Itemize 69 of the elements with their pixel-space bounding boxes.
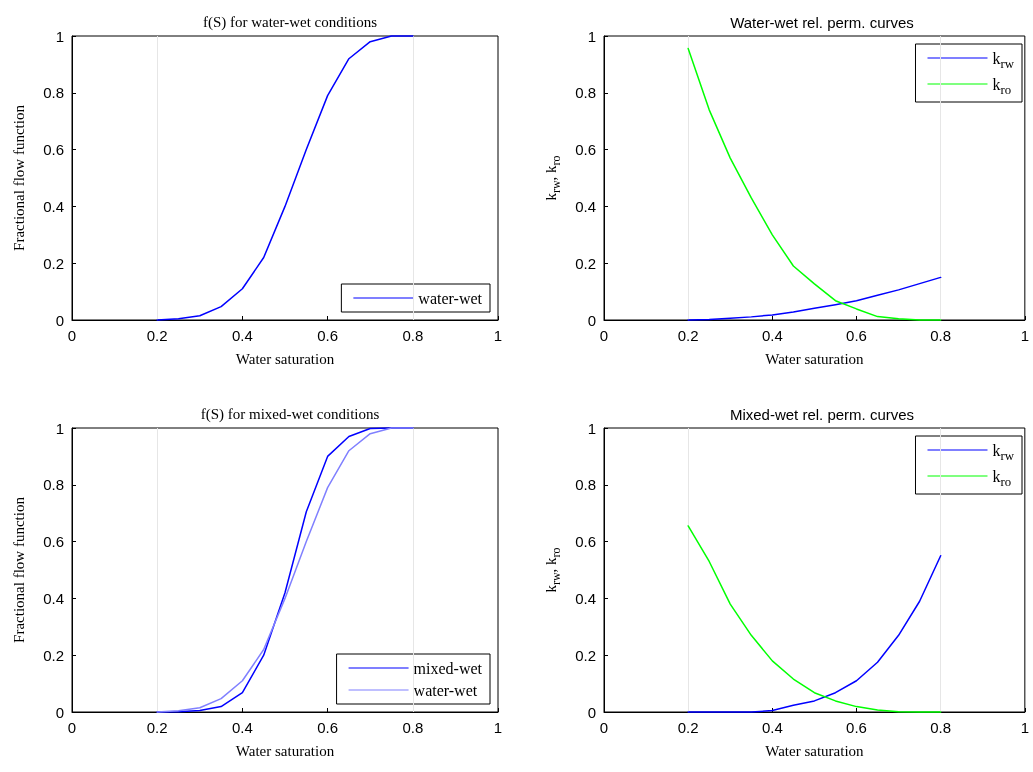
x-tick-label: 0.4	[231, 327, 253, 344]
y-axis-title: krw, kro	[542, 155, 563, 201]
x-tick-label: 0	[599, 327, 609, 344]
y-tick-label: 0.2	[43, 254, 64, 272]
chart-title: Water-wet rel. perm. curves	[730, 13, 914, 31]
y-tick-label: 0.6	[575, 533, 596, 551]
y-tick-label: 0.2	[575, 646, 596, 664]
legend-label: water-wet	[413, 681, 478, 699]
x-tick-label: 0	[67, 327, 77, 344]
x-tick-label: 0.6	[317, 327, 339, 344]
x-tick-label: 0.8	[930, 719, 952, 736]
legend-label: mixed-wet	[413, 659, 483, 677]
y-tick-label: 0.8	[575, 476, 596, 494]
y-tick-label: 0.2	[43, 646, 64, 664]
x-tick-label: 0	[67, 719, 77, 736]
line-series	[687, 525, 942, 713]
x-tick-label: 0.4	[761, 719, 783, 736]
y-tick-label: 0.2	[575, 254, 596, 272]
chart-title: f(S) for water-wet conditions	[202, 14, 378, 32]
y-tick-label: 0.4	[575, 197, 596, 215]
line-series	[687, 47, 942, 321]
x-tick-label: 0.4	[231, 719, 253, 736]
x-tick-label: 0.6	[846, 327, 867, 344]
y-tick-label: 0.4	[575, 589, 596, 607]
x-tick-label: 0.2	[677, 327, 699, 344]
x-axis-title: Water saturation	[765, 743, 865, 760]
x-tick-label: 0.2	[677, 719, 699, 736]
y-tick-label: 0.4	[43, 589, 64, 607]
y-tick-label: 0	[55, 311, 64, 329]
x-tick-label: 0.6	[846, 719, 867, 736]
y-tick-label: 1	[55, 27, 64, 45]
line-series	[156, 35, 414, 321]
y-tick-label: 0.8	[575, 84, 596, 102]
x-tick-label: 1	[1020, 327, 1029, 344]
y-tick-label: 0	[55, 703, 64, 721]
line-series	[687, 276, 942, 321]
x-tick-label: 0.2	[146, 719, 168, 736]
x-tick-label: 0.6	[317, 719, 339, 736]
chart-title: Mixed-wet rel. perm. curves	[729, 405, 915, 423]
y-tick-label: 0.4	[43, 197, 64, 215]
x-tick-label: 0.4	[761, 327, 783, 344]
y-tick-label: 1	[587, 419, 596, 437]
line-series	[687, 555, 942, 713]
y-axis-title: Fractional flow function	[10, 104, 27, 251]
legend-label: water-wet	[418, 289, 483, 307]
x-tick-label: 0.8	[402, 719, 424, 736]
y-axis-title: krw, kro	[542, 547, 563, 593]
x-tick-label: 1	[493, 719, 503, 736]
y-axis-title: Fractional flow function	[10, 496, 27, 643]
y-tick-label: 0	[587, 311, 596, 329]
x-axis-title: Water saturation	[235, 351, 335, 368]
y-tick-label: 0.6	[43, 141, 64, 159]
y-tick-label: 1	[55, 419, 64, 437]
chart-title: f(S) for mixed-wet conditions	[200, 406, 380, 424]
line-series	[156, 427, 414, 713]
x-axis-title: Water saturation	[765, 351, 865, 368]
x-tick-label: 0.8	[402, 327, 424, 344]
y-tick-label: 1	[587, 27, 596, 45]
x-tick-label: 0.2	[146, 327, 168, 344]
x-axis-title: Water saturation	[235, 743, 335, 760]
y-tick-label: 0.6	[575, 141, 596, 159]
x-tick-label: 0	[599, 719, 609, 736]
y-tick-label: 0.8	[43, 84, 64, 102]
x-tick-label: 0.8	[930, 327, 952, 344]
y-tick-label: 0.6	[43, 533, 64, 551]
x-tick-label: 1	[1020, 719, 1029, 736]
y-tick-label: 0.8	[43, 476, 64, 494]
y-tick-label: 0	[587, 703, 596, 721]
x-tick-label: 1	[493, 327, 503, 344]
